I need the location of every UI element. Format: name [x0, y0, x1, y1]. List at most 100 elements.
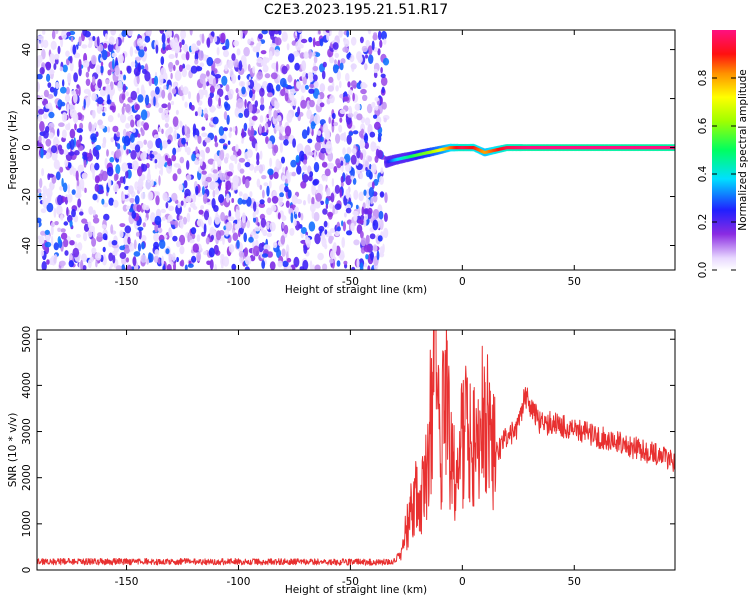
spectrogram-noise-cell — [268, 180, 272, 189]
spectrogram-noise-cell — [63, 221, 69, 226]
spectrogram-noise-cell — [168, 84, 172, 95]
spectrogram-noise-cell — [342, 46, 349, 53]
spectrogram-noise-cell — [232, 181, 239, 191]
spectrogram-noise-cell — [294, 206, 299, 214]
spectrogram-noise-cell — [378, 210, 384, 220]
spectrogram-noise-cell — [50, 235, 54, 247]
spectrogram-noise-cell — [377, 149, 383, 159]
spectrogram-noise-cell — [329, 228, 335, 234]
spectrogram-noise-cell — [140, 65, 145, 70]
spectrogram-noise-cell — [73, 93, 78, 104]
spectrogram-noise-cell — [383, 117, 387, 123]
spectrogram-noise-cell — [66, 142, 71, 150]
spectrogram-noise-cell — [49, 86, 55, 93]
spectrogram-noise-cell — [187, 232, 191, 243]
spectrogram-noise-cell — [304, 84, 309, 90]
spectrogram-noise-cell — [302, 159, 308, 165]
spectrogram-noise-cell — [82, 30, 88, 36]
spectrogram-noise-cell — [380, 30, 387, 40]
spectrogram-noise-cell — [231, 198, 235, 203]
spectrogram-noise-cell — [228, 93, 233, 100]
spectrogram-noise-cell — [186, 174, 192, 181]
spectrogram-noise-cell — [262, 229, 268, 237]
spectrogram-noise-cell — [380, 73, 386, 79]
spectrogram-noise-cell — [189, 30, 193, 36]
spectrogram-noise-cell — [53, 242, 59, 251]
spectrogram-noise-cell — [331, 178, 335, 187]
spectrogram-noise-cell — [130, 90, 138, 101]
spectrogram-noise-cell — [346, 230, 353, 236]
spectrogram-noise-cell — [41, 261, 47, 270]
spectrogram-noise-cell — [157, 227, 163, 234]
spectrogram-noise-cell — [222, 256, 230, 267]
spectrogram-noise-cell — [379, 39, 383, 49]
spectrogram-noise-cell — [320, 136, 324, 143]
spectrogram-noise-cell — [228, 162, 234, 171]
spectrogram-noise-cell — [195, 146, 198, 154]
spectrogram-noise-cell — [350, 36, 357, 46]
spectrogram-noise-cell — [205, 89, 208, 98]
spectrogram-noise-cell — [167, 92, 173, 101]
spectrogram-noise-cell — [380, 96, 383, 105]
spectrogram-noise-cell — [228, 244, 235, 253]
spectrogram-noise-cell — [259, 104, 265, 111]
spectrogram-noise-cell — [370, 163, 377, 174]
spectrogram-noise-cell — [213, 68, 218, 74]
spectrogram-noise-cell — [59, 166, 64, 173]
spectrogram-noise-cell — [158, 107, 164, 114]
spectrogram-noise-cell — [309, 171, 314, 178]
spectrogram-noise-cell — [259, 150, 263, 160]
spectrogram-noise-cell — [109, 156, 115, 163]
spectrogram-noise-cell — [262, 189, 265, 199]
spectrogram-noise-cell — [292, 138, 296, 148]
spectrogram-noise-cell — [232, 126, 236, 133]
spectrogram-noise-cell — [57, 45, 61, 55]
spectrogram-noise-cell — [39, 67, 45, 75]
spectrogram-noise-cell — [181, 39, 185, 46]
spectrogram-noise-cell — [140, 84, 145, 96]
snr-y-label: SNR (10 * v/v) — [7, 413, 19, 488]
spectrogram-noise-cell — [194, 58, 199, 65]
spectrogram-noise-cell — [201, 132, 208, 137]
spectrogram-noise-cell — [365, 254, 369, 260]
spectrogram-noise-cell — [286, 43, 290, 51]
spectrogram-noise-cell — [168, 126, 174, 134]
spectrogram-noise-cell — [341, 237, 346, 248]
spectrogram-noise-cell — [54, 221, 59, 226]
spectrogram-noise-cell — [210, 31, 215, 38]
spectrogram-noise-cell — [144, 217, 148, 222]
spectrogram-noise-cell — [117, 80, 123, 92]
spectrogram-noise-cell — [209, 91, 214, 99]
spectrogram-noise-cell — [321, 161, 328, 168]
spectrogram-noise-cell — [154, 224, 159, 233]
spectrogram-noise-cell — [281, 31, 288, 42]
spectrogram-noise-cell — [140, 254, 147, 263]
spectrogram-noise-cell — [102, 233, 108, 241]
spectrogram-noise-cell — [203, 210, 210, 221]
spectrogram-noise-cell — [153, 232, 160, 242]
spectrogram-noise-cell — [140, 109, 148, 121]
spectrogram-noise-cell — [363, 133, 369, 144]
spectrogram-noise-cell — [214, 142, 219, 148]
spectrogram-noise-cell — [364, 160, 369, 169]
spectrogram-noise-cell — [241, 86, 246, 95]
spectrogram-noise-cell — [334, 52, 340, 59]
spectrogram-noise-cell — [279, 142, 283, 154]
spectrogram-noise-cell — [286, 257, 292, 263]
snr-y-tick-label: 4000 — [21, 372, 33, 399]
spectrogram-noise-cell — [280, 235, 286, 245]
spectrogram-noise-cell — [41, 168, 45, 177]
spectrogram-noise-cell — [366, 103, 373, 114]
spectrogram-noise-cell — [81, 253, 87, 262]
spectrogram-noise-cell — [308, 36, 313, 43]
spectrogram-noise-cell — [164, 113, 170, 123]
spectrogram-noise-cell — [166, 264, 172, 270]
spectrogram-noise-cell — [70, 36, 74, 43]
spectrogram-noise-cell — [231, 53, 236, 61]
spectrogram-noise-cell — [153, 75, 159, 86]
spectrogram-noise-cell — [303, 200, 306, 206]
spectrogram-noise-cell — [69, 139, 75, 150]
spectrogram-noise-cell — [141, 129, 145, 137]
spectrogram-noise-cell — [189, 235, 193, 241]
spectrogram-noise-cell — [338, 30, 343, 38]
